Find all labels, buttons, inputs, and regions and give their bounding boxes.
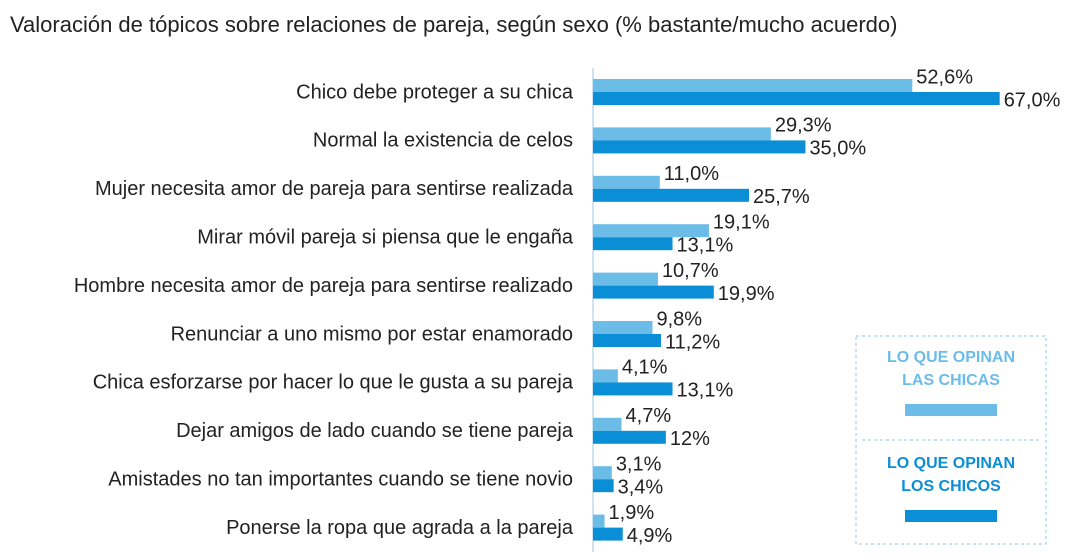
value-label: 13,1% <box>677 234 734 256</box>
bar <box>593 369 618 383</box>
category-label: Ponerse la ropa que agrada a la pareja <box>226 517 574 539</box>
legend-box <box>855 335 1047 545</box>
bar <box>593 175 660 189</box>
bar <box>593 272 658 286</box>
value-label: 13,1% <box>677 380 734 402</box>
bar <box>593 466 612 480</box>
bar <box>593 479 614 493</box>
value-label: 11,0% <box>664 163 719 185</box>
bar <box>593 285 714 299</box>
bar <box>593 127 771 141</box>
bar <box>593 527 623 541</box>
value-label: 10,7% <box>662 260 719 282</box>
legend-item: LO QUE OPINAN LOS CHICOS <box>856 452 1046 522</box>
bar <box>593 140 806 154</box>
legend-label: LO QUE OPINAN LAS CHICAS <box>886 349 1015 389</box>
bar <box>593 334 661 347</box>
legend-swatch <box>905 404 997 416</box>
value-label: 19,9% <box>718 283 775 305</box>
bar <box>593 224 709 238</box>
bar <box>593 92 1000 105</box>
category-label: Chica esforzarse por hacer lo que le gus… <box>93 372 574 394</box>
value-label: 4,7% <box>626 405 672 427</box>
bar <box>593 382 673 396</box>
category-label: Renunciar a uno mismo por estar enamorad… <box>171 323 573 345</box>
value-label: 25,7% <box>753 186 810 208</box>
value-label: 11,2% <box>665 331 720 353</box>
value-label: 52,6% <box>916 66 973 88</box>
chart-title: Valoración de tópicos sobre relaciones d… <box>10 12 897 37</box>
legend-item: LO QUE OPINAN LAS CHICAS <box>856 346 1046 416</box>
bar <box>593 237 673 251</box>
category-label: Normal la existencia de celos <box>313 130 573 152</box>
category-label: Mujer necesita amor de pareja para senti… <box>95 178 574 200</box>
bar <box>593 79 913 92</box>
value-label: 3,4% <box>618 476 664 498</box>
value-label: 35,0% <box>809 138 866 160</box>
value-label: 12% <box>670 428 710 450</box>
value-label: 9,8% <box>656 308 702 330</box>
bar <box>593 417 622 431</box>
bar <box>593 188 749 202</box>
bar <box>593 514 605 528</box>
value-label: 4,9% <box>627 525 673 547</box>
value-label: 4,1% <box>622 357 668 379</box>
value-label: 1,9% <box>609 502 655 524</box>
category-label: Chico debe proteger a su chica <box>296 81 574 103</box>
category-label: Hombre necesita amor de pareja para sent… <box>74 275 573 297</box>
category-label: Mirar móvil pareja si piensa que le enga… <box>197 226 574 248</box>
value-label: 29,3% <box>775 115 832 137</box>
value-label: 19,1% <box>713 211 770 233</box>
value-label: 67,0% <box>1004 89 1061 111</box>
bar <box>593 321 653 334</box>
value-label: 3,1% <box>616 453 662 475</box>
bar <box>593 430 666 444</box>
legend-swatch <box>905 510 997 522</box>
category-label: Amistades no tan importantes cuando se t… <box>108 468 573 490</box>
category-label: Dejar amigos de lado cuando se tiene par… <box>176 420 574 442</box>
legend-label: LO QUE OPINAN LOS CHICOS <box>886 455 1015 495</box>
